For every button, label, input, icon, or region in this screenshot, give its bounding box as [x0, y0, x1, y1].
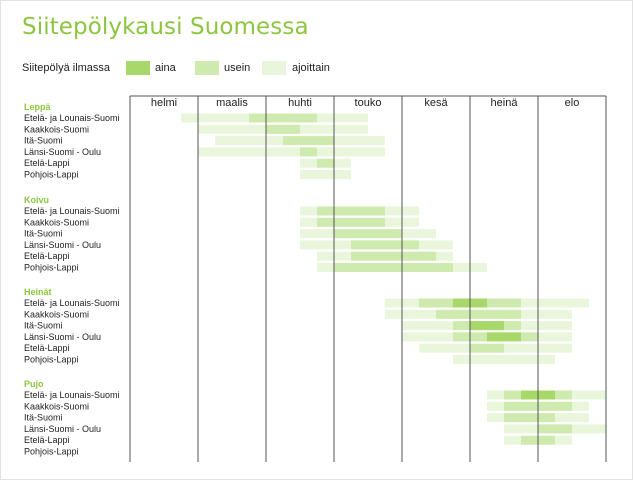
- legend-swatch-ajoittain: [262, 61, 286, 75]
- region-label: Länsi-Suomi - Oulu: [24, 424, 101, 434]
- legend-label-usein: usein: [224, 62, 251, 74]
- region-label: Kaakkois-Suomi: [24, 401, 89, 411]
- region-label: Etelä-Lappi: [24, 343, 70, 353]
- region-label: Itä-Suomi: [24, 413, 63, 423]
- bar-aina: [470, 321, 504, 331]
- region-label: Etelä-Lappi: [24, 251, 70, 261]
- region-label: Etelä- ja Lounais-Suomi: [24, 298, 120, 308]
- region-label: Etelä-Lappi: [24, 435, 70, 445]
- page-title: Siitepölykausi Suomessa: [22, 14, 309, 40]
- bar-usein: [283, 136, 334, 146]
- legend-swatch-usein: [195, 61, 219, 75]
- bar-usein: [317, 158, 334, 168]
- bar-usein: [504, 413, 555, 423]
- region-label: Länsi-Suomi - Oulu: [24, 240, 101, 250]
- bar-usein: [317, 206, 385, 216]
- bar-usein: [266, 124, 300, 134]
- bar-usein: [538, 424, 572, 434]
- region-label: Etelä-Lappi: [24, 158, 70, 168]
- month-label-kesä: kesä: [424, 97, 448, 109]
- bar-usein: [436, 309, 521, 319]
- bar-usein: [334, 229, 402, 239]
- month-label-heinä: heinä: [491, 97, 519, 109]
- month-label-touko: touko: [355, 97, 382, 109]
- group-title: Leppä: [24, 102, 51, 112]
- bar-usein: [351, 251, 436, 261]
- region-label: Itä-Suomi: [24, 136, 63, 146]
- region-label: Pohjois-Lappi: [24, 447, 79, 457]
- region-label: Länsi-Suomi - Oulu: [24, 147, 101, 157]
- legend-swatch-aina: [126, 61, 150, 75]
- legend-label-ajoittain: ajoittain: [292, 62, 330, 74]
- month-label-helmi: helmi: [151, 97, 177, 109]
- region-label: Pohjois-Lappi: [24, 355, 79, 365]
- bar-aina: [487, 332, 521, 342]
- month-label-elo: elo: [565, 97, 580, 109]
- bar-usein: [334, 263, 453, 272]
- region-label: Pohjois-Lappi: [24, 170, 79, 180]
- region-label: Etelä- ja Lounais-Suomi: [24, 113, 120, 123]
- region-label: Kaakkois-Suomi: [24, 217, 89, 227]
- group-title: Heinät: [24, 287, 52, 297]
- bar-usein: [470, 343, 504, 353]
- month-label-maalis: maalis: [216, 97, 248, 109]
- region-label: Etelä- ja Lounais-Suomi: [24, 206, 120, 216]
- region-label: Kaakkois-Suomi: [24, 124, 89, 134]
- region-label: Länsi-Suomi - Oulu: [24, 332, 101, 342]
- bar-usein: [300, 147, 317, 157]
- region-label: Etelä- ja Lounais-Suomi: [24, 390, 120, 400]
- month-label-huhti: huhti: [288, 97, 312, 109]
- legend-label-aina: aina: [155, 62, 176, 74]
- bar-usein: [317, 217, 385, 227]
- bar-usein: [351, 240, 419, 250]
- legend-title: Siitepölyä ilmassa: [22, 62, 111, 74]
- group-title: Koivu: [24, 195, 49, 205]
- bar-ajoittain: [198, 147, 385, 157]
- bar-usein: [249, 113, 317, 123]
- region-label: Pohjois-Lappi: [24, 263, 79, 273]
- region-label: Itä-Suomi: [24, 321, 63, 331]
- region-label: Kaakkois-Suomi: [24, 309, 89, 319]
- region-label: Itä-Suomi: [24, 229, 63, 239]
- group-title: Pujo: [24, 379, 44, 389]
- bar-ajoittain: [453, 355, 555, 364]
- bar-ajoittain: [300, 170, 351, 179]
